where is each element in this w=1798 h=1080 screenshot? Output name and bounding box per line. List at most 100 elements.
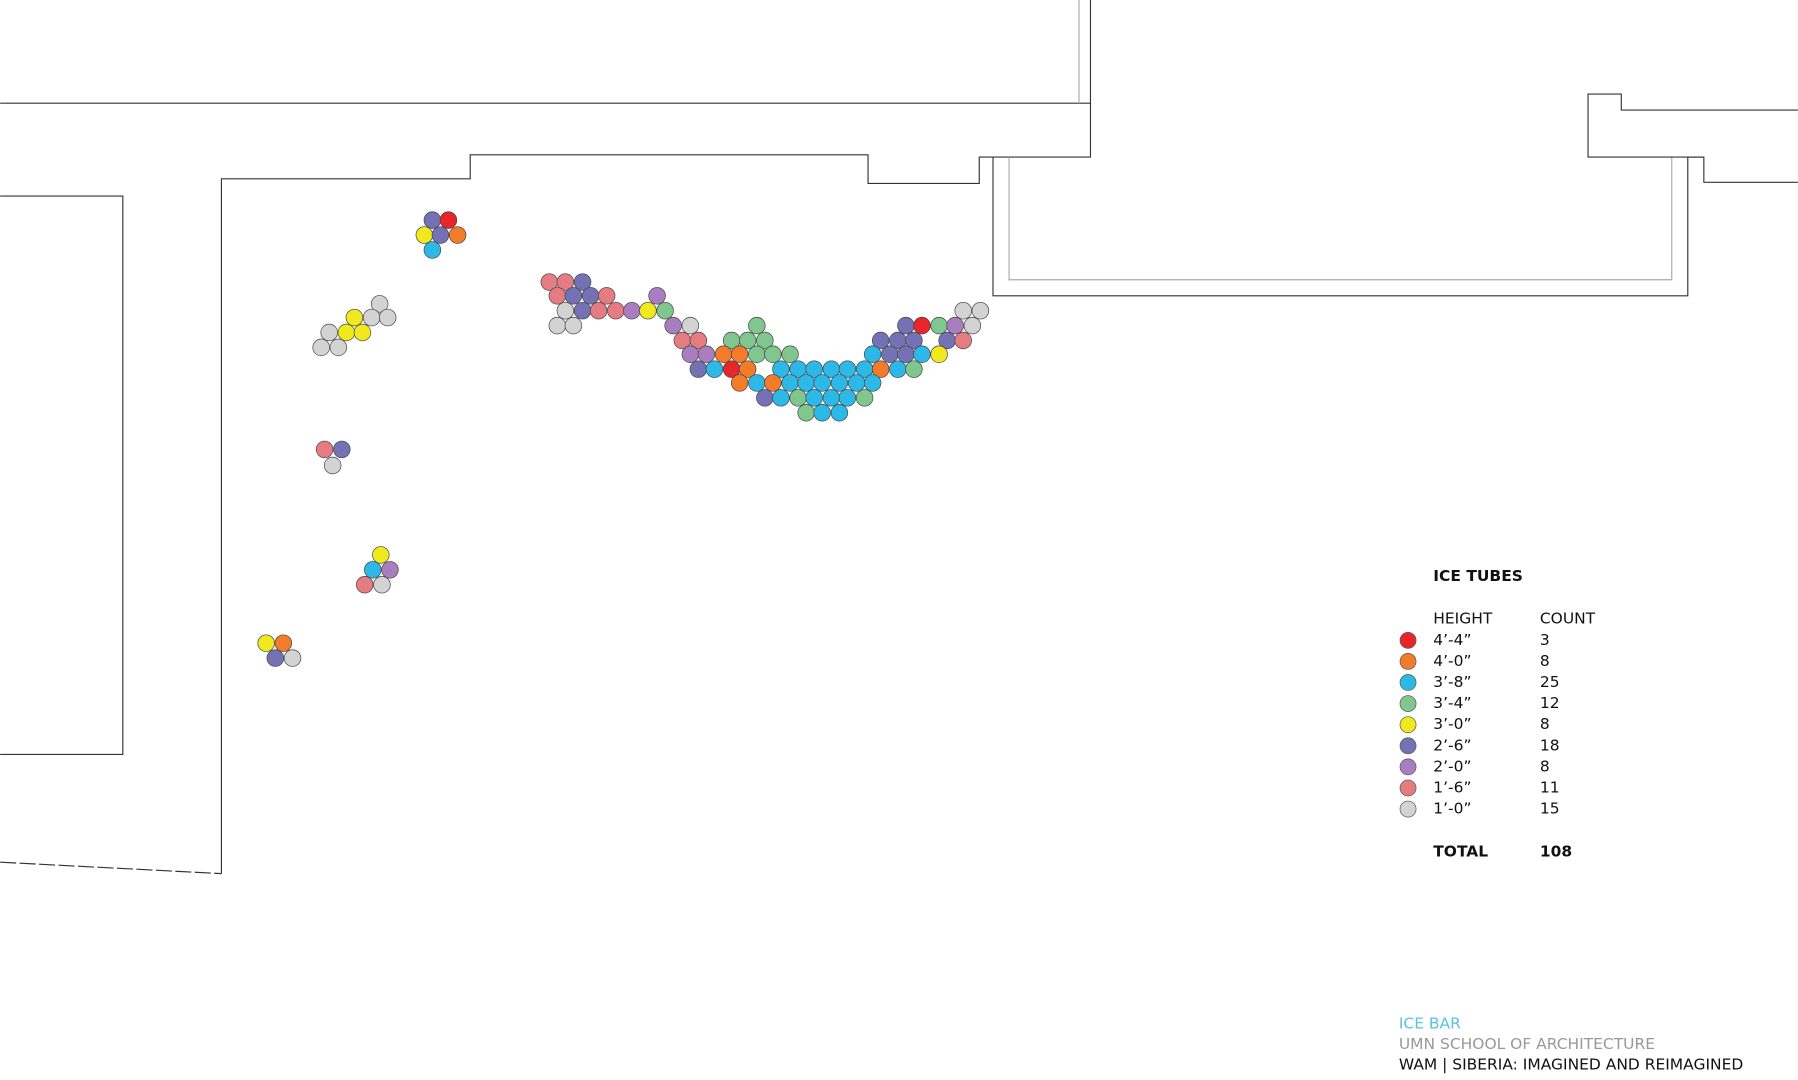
ice-tube [556, 273, 575, 291]
ice-tube [564, 316, 583, 335]
ice-tube [897, 345, 915, 363]
ice-tube [381, 561, 399, 579]
ice-tube [830, 404, 849, 422]
legend-header: HEIGHT [1433, 610, 1493, 628]
ice-tube [748, 374, 766, 392]
ice-tube [738, 360, 757, 378]
ice-tube [781, 374, 799, 392]
ice-tube [373, 576, 391, 594]
legend-swatch [1399, 716, 1417, 734]
legend-count: 3 [1540, 631, 1550, 649]
ice-tube [705, 360, 724, 378]
ice-tube [805, 360, 823, 378]
ice-tube [756, 389, 774, 407]
legend-swatch [1399, 653, 1417, 670]
ice-tube [748, 316, 766, 335]
ice-tube [431, 226, 450, 244]
ice-tube [789, 389, 807, 407]
ice-tube [274, 634, 293, 652]
ice-tube [905, 331, 923, 350]
ice-tube [881, 345, 899, 363]
legend-swatch [1399, 674, 1417, 691]
legend-count: 8 [1540, 715, 1550, 733]
ice-tube [639, 301, 657, 320]
ice-tube [556, 301, 575, 320]
ice-tube [353, 323, 372, 342]
ice-tube [283, 649, 302, 667]
ice-tube [607, 301, 625, 320]
ice-tube [372, 546, 390, 564]
ice-tube [337, 323, 356, 342]
ice-tube [871, 360, 890, 378]
ice-tube [954, 301, 972, 320]
ice-tube [323, 456, 342, 475]
ice-tube [448, 226, 467, 244]
legend-height: 1’-0” [1433, 800, 1471, 818]
ice-tube [656, 301, 674, 320]
legend-height: 2’-0” [1433, 757, 1471, 775]
ice-tube [573, 273, 592, 291]
ice-tube [797, 374, 815, 392]
ice-tube [714, 345, 733, 363]
ice-tube [364, 561, 382, 579]
ice-tube [589, 301, 608, 320]
ice-tube [689, 360, 708, 378]
ice-tube [564, 287, 583, 305]
ice-tube [963, 316, 982, 335]
ice-tube [813, 374, 831, 392]
ice-tube [756, 331, 774, 350]
legend-height: 4’-0” [1433, 652, 1471, 670]
ice-tube [889, 360, 907, 378]
ice-tube [897, 316, 915, 335]
legend-height: 3’-8” [1433, 673, 1471, 691]
ice-tube [345, 308, 364, 327]
ice-tube [781, 345, 799, 363]
ice-tube [681, 345, 700, 363]
ice-tube [378, 308, 397, 327]
legend-height: 3’-4” [1433, 694, 1471, 712]
total-count: 108 [1540, 842, 1572, 860]
ice-tube [738, 331, 757, 350]
ice-tube [423, 211, 442, 229]
ice-tube [971, 301, 990, 320]
ice-tube [362, 308, 381, 327]
ice-tube [838, 360, 857, 378]
ice-tube [772, 389, 790, 407]
project-name: ICE BAR [1399, 1014, 1461, 1032]
ice-tube [913, 345, 931, 363]
ice-tube [681, 316, 700, 335]
ice-tube [813, 404, 831, 422]
ice-tube [954, 331, 972, 350]
legend-header: COUNT [1540, 610, 1596, 628]
ice-tube [320, 323, 338, 342]
legend-swatch [1399, 631, 1417, 649]
legend-height: 4’-4” [1433, 631, 1471, 649]
legend-height: 1’-6” [1433, 778, 1471, 796]
ice-tube [930, 345, 948, 363]
exhibit-name: WAM | SIBERIA: IMAGINED AND REIMAGINED [1399, 1056, 1743, 1074]
ice-tube [356, 576, 374, 594]
ice-tube [257, 634, 275, 652]
legend-swatch [1399, 737, 1417, 755]
ice-tube [312, 338, 330, 357]
legend-swatch [1399, 779, 1417, 797]
ice-tube [847, 374, 866, 392]
ice-tube [423, 241, 442, 259]
ice-tube [863, 345, 882, 363]
legend-count: 25 [1540, 673, 1560, 691]
ice-tube [863, 374, 882, 392]
legend-count: 11 [1540, 778, 1560, 796]
legend-count: 8 [1540, 652, 1550, 670]
ice-tube [697, 345, 716, 363]
legend: ICE TUBES HEIGHT COUNT TOTAL 108 4’-4” 3 4… [1399, 567, 1596, 860]
ice-tube [548, 287, 567, 305]
ice-tube [871, 331, 890, 350]
ice-tube [333, 440, 351, 459]
ice-tubes [257, 211, 990, 667]
ice-tube [730, 345, 749, 363]
legend-count: 18 [1540, 736, 1560, 754]
ice-tube [439, 211, 458, 229]
ice-tube [805, 389, 823, 407]
ice-tube [946, 316, 964, 335]
